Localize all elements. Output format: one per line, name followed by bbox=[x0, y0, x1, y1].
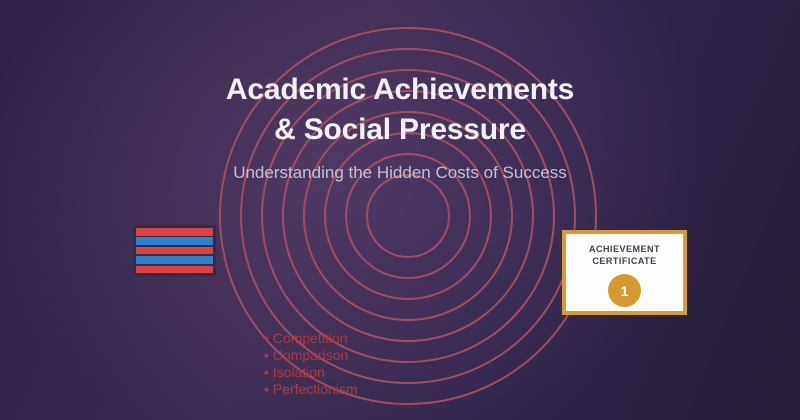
certificate-label-line-1: ACHIEVEMENT bbox=[588, 244, 660, 254]
ring-decor bbox=[261, 69, 555, 363]
title-line-1: Academic Achievements bbox=[225, 73, 575, 106]
bullet-item: Perfectionism bbox=[264, 381, 358, 398]
flag-stripe bbox=[136, 246, 213, 255]
title-block: Academic Achievements & Social Pressure … bbox=[0, 70, 800, 184]
ring-decor bbox=[324, 132, 492, 300]
flag-stripe bbox=[136, 228, 213, 236]
bullet-item: Isolation bbox=[264, 364, 358, 381]
flag-stripe bbox=[136, 237, 213, 245]
pressure-bullet-list: CompetitionComparisonIsolationPerfection… bbox=[264, 330, 358, 398]
ring-decor bbox=[366, 174, 450, 258]
ring-decor bbox=[303, 111, 513, 321]
slide-subtitle: Understanding the Hidden Costs of Succes… bbox=[233, 163, 567, 182]
certificate-number-badge: 1 bbox=[608, 274, 641, 307]
bullet-item: Comparison bbox=[264, 347, 358, 364]
bullet-item: Competition bbox=[264, 330, 358, 347]
ring-decor bbox=[240, 48, 576, 384]
ring-decor bbox=[282, 90, 534, 342]
ring-decor bbox=[219, 27, 597, 405]
certificate-label-line-2: CERTIFICATE bbox=[592, 256, 657, 266]
title-line-2: & Social Pressure bbox=[274, 113, 526, 146]
striped-flag-graphic bbox=[133, 225, 216, 276]
flag-stripe bbox=[136, 265, 213, 273]
achievement-certificate-card: ACHIEVEMENT CERTIFICATE 1 bbox=[562, 230, 687, 315]
slide-title: Academic Achievements & Social Pressure bbox=[0, 70, 800, 150]
flag-stripe bbox=[136, 256, 213, 264]
ring-decor bbox=[345, 153, 471, 279]
